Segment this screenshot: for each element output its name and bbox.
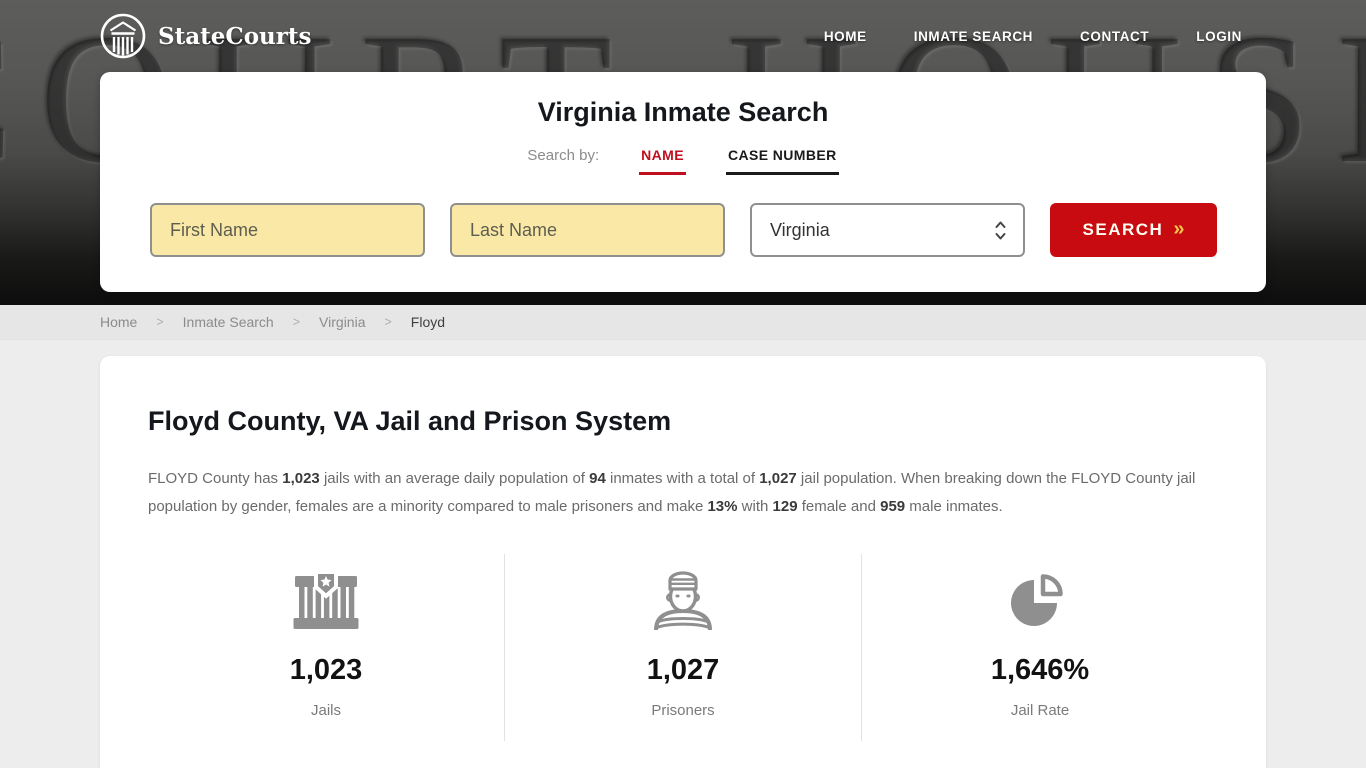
stat-jails-label: Jails xyxy=(310,702,341,719)
stat-jail-rate: 1,646% Jail Rate xyxy=(861,554,1218,741)
last-name-input[interactable] xyxy=(450,203,725,257)
tab-search-by-name[interactable]: NAME xyxy=(639,147,686,175)
search-form: Virginia SEARCH » xyxy=(150,203,1217,257)
search-by-label: Search by: xyxy=(527,147,600,164)
stat-jails-value: 1,023 xyxy=(289,654,363,686)
jail-building-icon xyxy=(148,568,504,630)
courthouse-logo-icon xyxy=(100,13,146,59)
stat-prisoners-value: 1,027 xyxy=(646,654,720,686)
prisoner-icon xyxy=(505,568,861,630)
inmate-search-card: Virginia Inmate Search Search by: NAME C… xyxy=(100,72,1266,292)
statecourts-logo[interactable]: StateCourts xyxy=(100,13,311,59)
page-title: Floyd County, VA Jail and Prison System xyxy=(148,406,672,436)
search-tabs: Search by: NAME CASE NUMBER xyxy=(100,147,1266,175)
double-chevron-icon: » xyxy=(1173,218,1185,240)
breadcrumb-inmate-search[interactable]: Inmate Search xyxy=(182,314,274,330)
stat-prisoners: 1,027 Prisoners xyxy=(504,554,861,741)
breadcrumb-home[interactable]: Home xyxy=(100,314,138,330)
stat-prisoners-label: Prisoners xyxy=(651,702,715,719)
state-select-value: Virginia xyxy=(770,219,830,240)
main-nav: HOME INMATE SEARCH CONTACT LOGIN xyxy=(824,29,1242,44)
select-arrows-icon xyxy=(994,219,1007,242)
chevron-right-icon: > xyxy=(384,315,392,329)
breadcrumb-virginia[interactable]: Virginia xyxy=(319,314,366,330)
chevron-right-icon: > xyxy=(156,315,164,329)
first-name-input[interactable] xyxy=(150,203,425,257)
county-content-card: Floyd County, VA Jail and Prison System … xyxy=(100,356,1266,768)
nav-item-login[interactable]: LOGIN xyxy=(1196,28,1242,44)
pie-chart-icon xyxy=(862,568,1218,630)
state-select[interactable]: Virginia xyxy=(750,203,1025,257)
search-card-title: Virginia Inmate Search xyxy=(537,97,829,127)
tab-search-by-case-number[interactable]: CASE NUMBER xyxy=(725,147,839,175)
search-button[interactable]: SEARCH » xyxy=(1050,203,1217,257)
county-stats: 1,023 Jails xyxy=(148,554,1218,741)
search-button-label: SEARCH xyxy=(1082,220,1164,239)
stat-jail-rate-label: Jail Rate xyxy=(1010,702,1070,719)
nav-item-home[interactable]: HOME xyxy=(823,28,867,44)
top-navigation-bar: StateCourts HOME INMATE SEARCH CONTACT L… xyxy=(0,0,1366,72)
breadcrumb-current-floyd: Floyd xyxy=(410,314,446,330)
nav-item-inmate-search[interactable]: INMATE SEARCH xyxy=(913,28,1034,44)
stat-jails: 1,023 Jails xyxy=(148,554,504,741)
chevron-right-icon: > xyxy=(292,315,301,329)
county-description: FLOYD County has 1,023 jails with an ave… xyxy=(148,470,1196,515)
stat-jail-rate-value: 1,646% xyxy=(990,654,1090,686)
breadcrumb: Home > Inmate Search > Virginia > Floyd xyxy=(0,305,1366,340)
nav-item-contact[interactable]: CONTACT xyxy=(1080,28,1150,44)
brand-name: StateCourts xyxy=(158,22,312,50)
